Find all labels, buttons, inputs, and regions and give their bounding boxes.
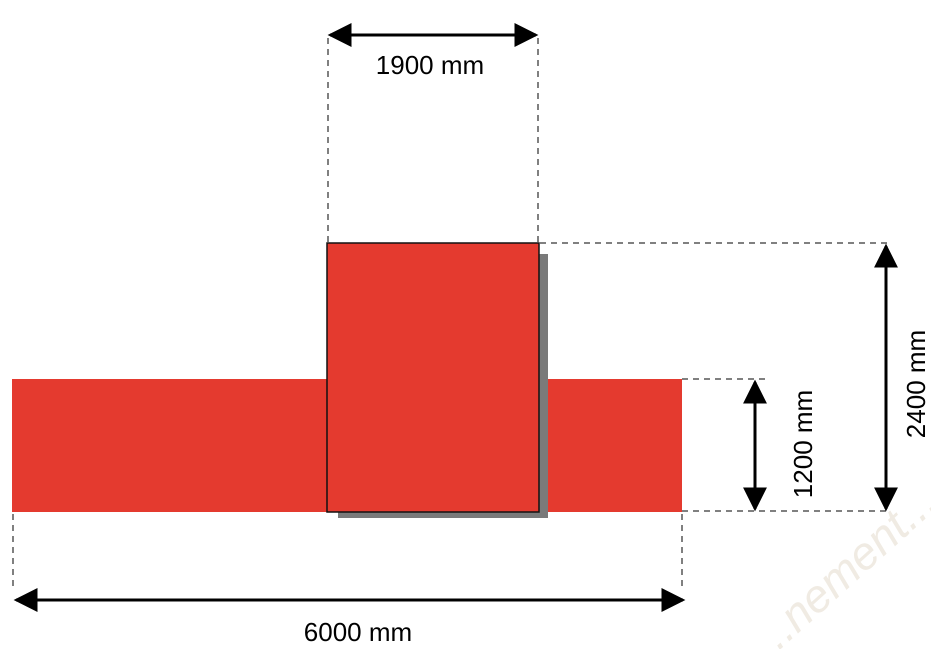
label-bottom-width: 6000 mm bbox=[304, 617, 412, 647]
label-inner-height: 1200 mm bbox=[788, 390, 818, 498]
label-top-width: 1900 mm bbox=[376, 50, 484, 80]
label-outer-height: 2400 mm bbox=[901, 330, 931, 438]
extension-lines bbox=[12, 38, 888, 590]
watermark: ...nement... bbox=[741, 474, 931, 649]
dimension-arrows bbox=[13, 22, 898, 612]
shape-group bbox=[12, 242, 682, 518]
center-box bbox=[326, 242, 540, 513]
